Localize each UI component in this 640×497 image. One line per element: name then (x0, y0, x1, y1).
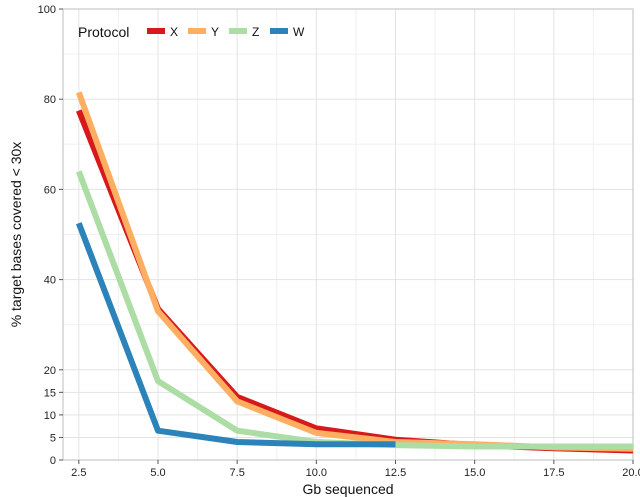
x-tick-label: 12.5 (385, 467, 406, 479)
series-line-w (75, 222, 396, 448)
legend-label-x: X (170, 25, 178, 39)
legend-swatch-x (147, 28, 165, 34)
x-tick-label: 2.5 (71, 467, 86, 479)
legend-label-z: Z (252, 25, 259, 39)
legend: Protocol X Y Z W (78, 24, 305, 40)
x-tick-label: 15.0 (464, 467, 485, 479)
x-tick-label: 5.0 (150, 467, 165, 479)
y-tick-label: 80 (44, 94, 56, 106)
y-tick-label: 40 (44, 275, 56, 287)
legend-swatch-z (229, 28, 247, 34)
legend-label-w: W (293, 25, 305, 39)
y-tick-label: 10 (44, 410, 56, 422)
x-tick-label: 17.5 (543, 467, 564, 479)
x-tick-label: 10.0 (306, 467, 327, 479)
x-tick-label: 20.0 (622, 467, 640, 479)
legend-title: Protocol (78, 24, 129, 40)
y-tick-label: 15 (44, 387, 56, 399)
legend-swatch-y (188, 28, 206, 34)
x-tick-label: 7.5 (230, 467, 245, 479)
y-axis: 0 5 10 15 20 40 60 80 100 (38, 4, 63, 467)
y-tick-label: 0 (50, 455, 56, 467)
y-tick-label: 5 (50, 432, 56, 444)
grid (63, 8, 634, 461)
y-tick-label: 20 (44, 365, 56, 377)
y-axis-title: % target bases covered < 30x (8, 142, 24, 328)
legend-swatch-w (270, 28, 288, 34)
series-layer (75, 91, 634, 454)
x-axis-title: Gb sequenced (302, 481, 393, 497)
y-tick-label: 100 (38, 4, 56, 16)
legend-label-y: Y (211, 25, 219, 39)
x-axis: 2.5 5.0 7.5 10.0 12.5 15.0 17.5 20.0 (71, 460, 640, 479)
y-tick-label: 60 (44, 184, 56, 196)
panel-border (62, 8, 634, 461)
